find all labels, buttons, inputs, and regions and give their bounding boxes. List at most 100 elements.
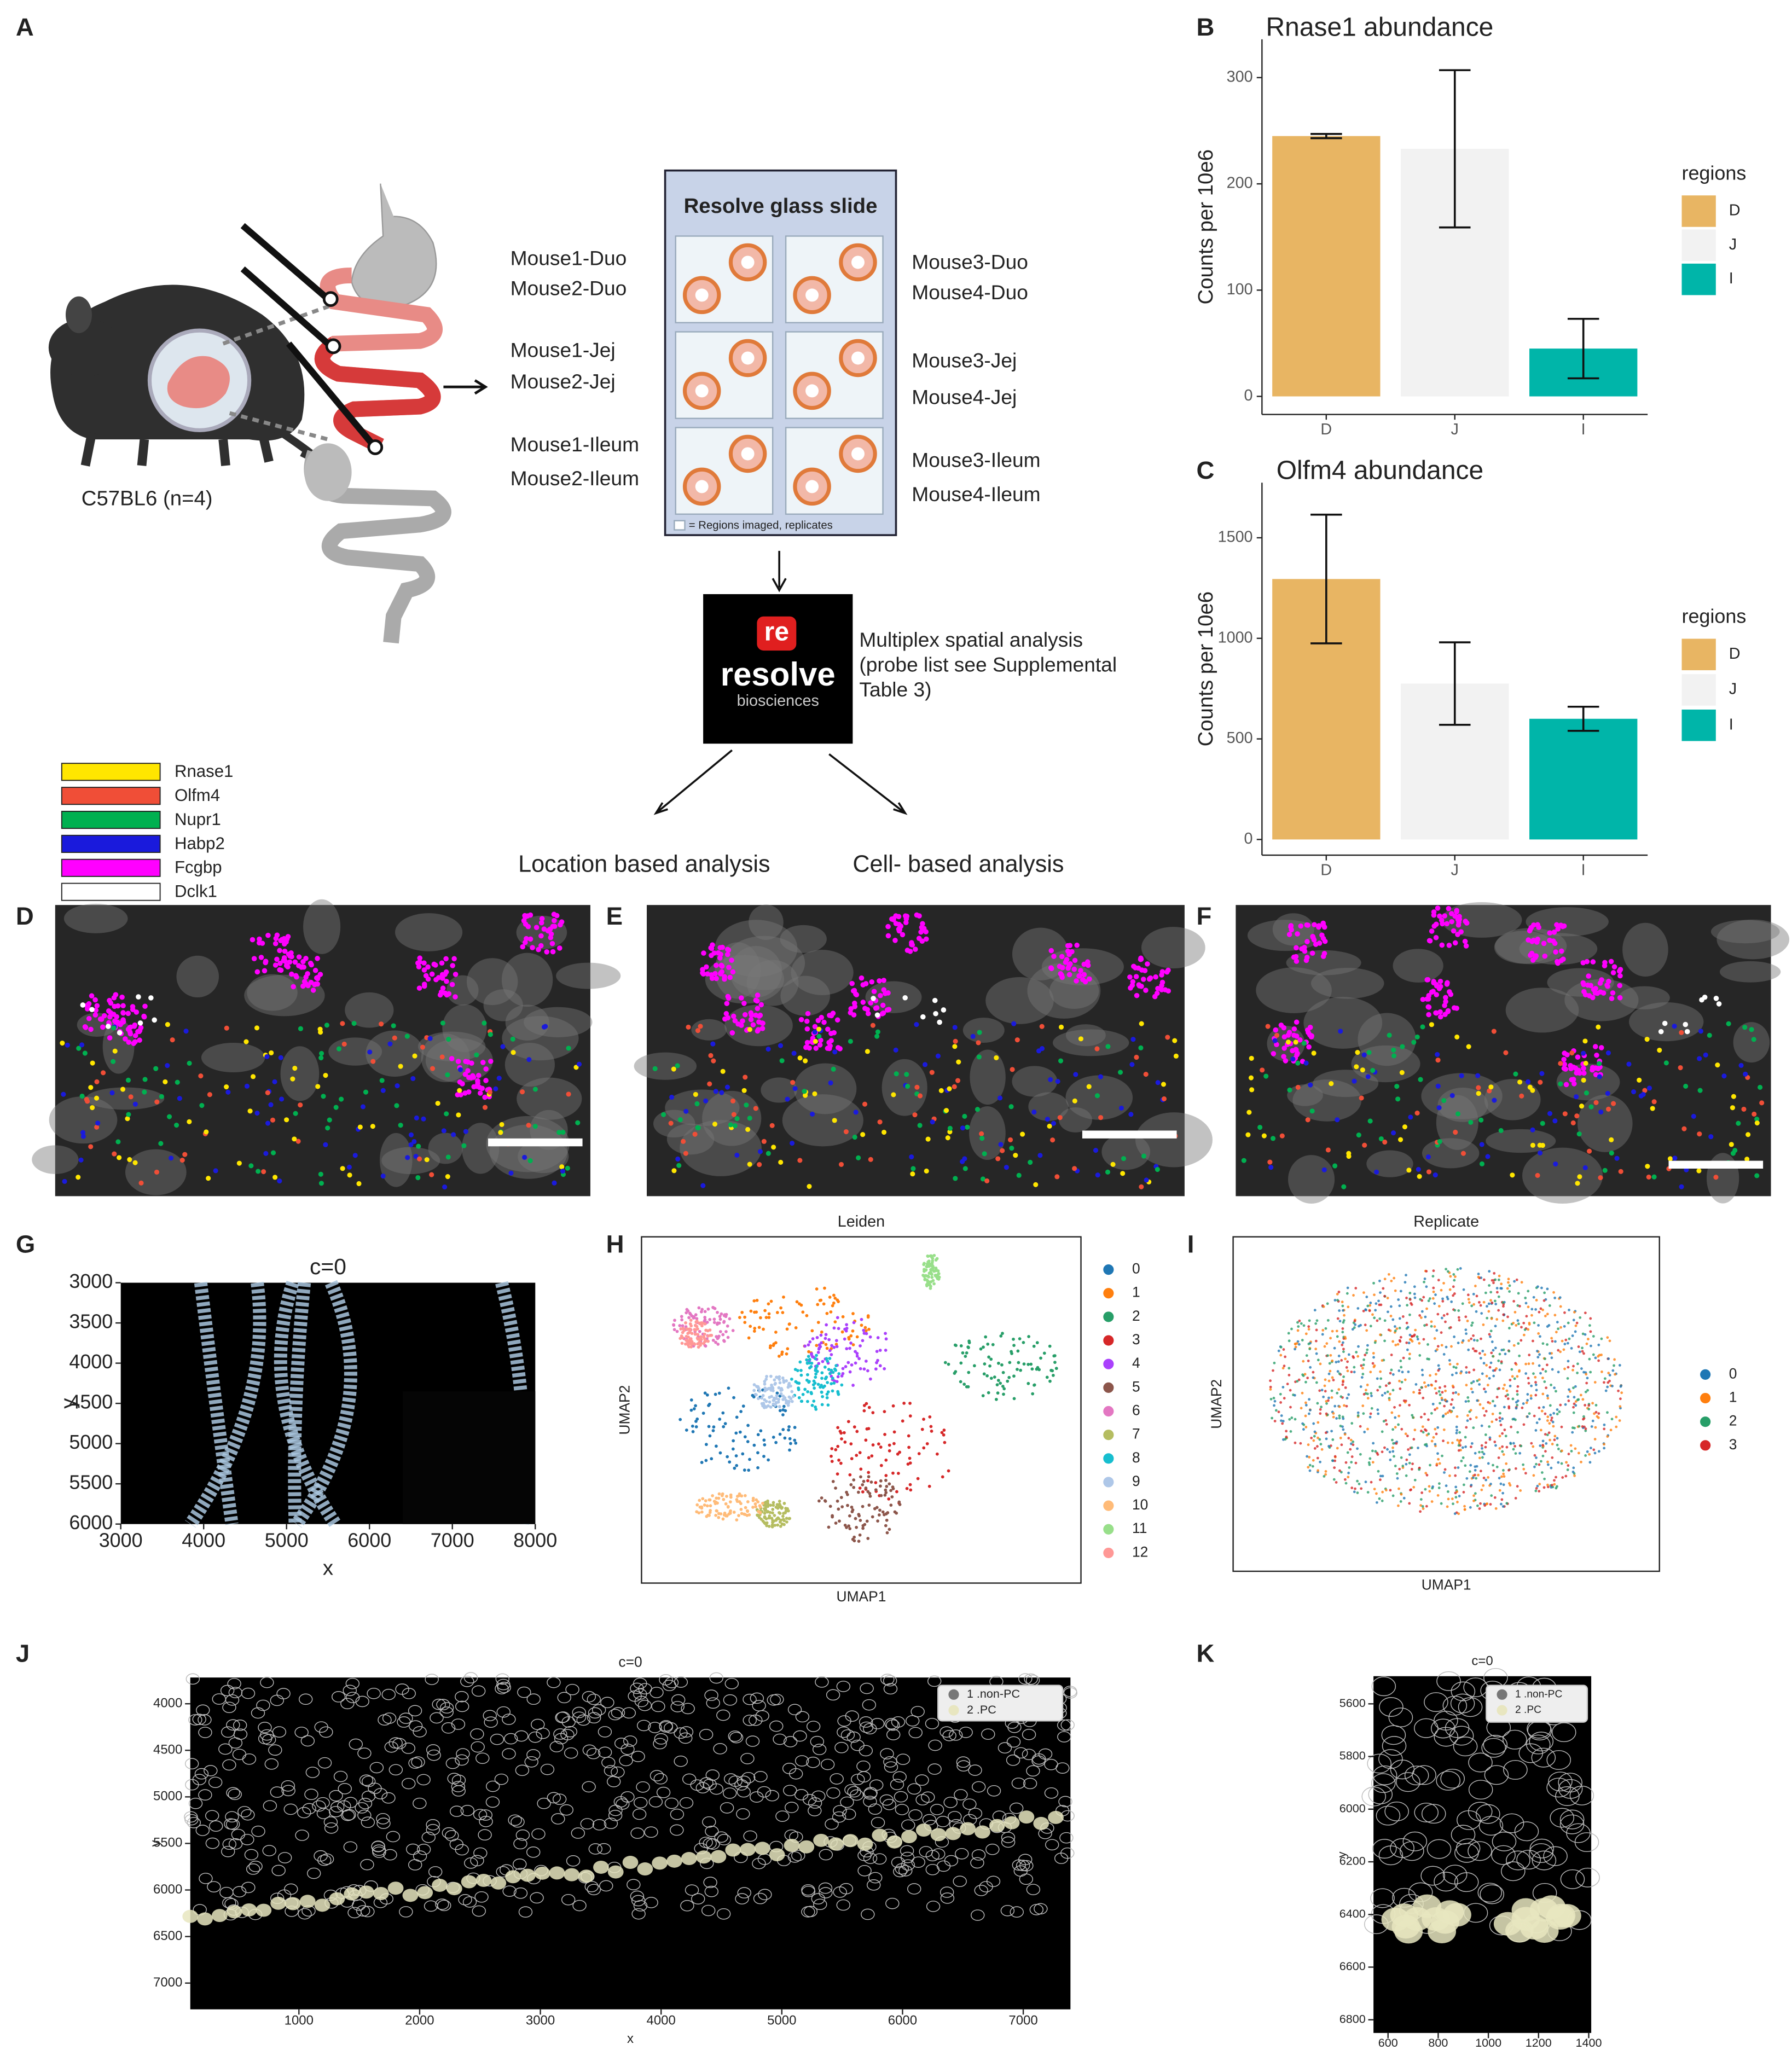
cell-dot <box>1344 1461 1348 1464</box>
cell-dot <box>1566 1377 1569 1380</box>
cell-dot <box>1434 1443 1437 1446</box>
cell-dot <box>1499 1424 1503 1426</box>
transcript-dot <box>1697 1088 1703 1093</box>
cell-dot <box>1366 1383 1369 1386</box>
cell-dot <box>1308 1412 1310 1415</box>
cell-dot <box>1524 1302 1528 1305</box>
cell-dot <box>1491 1301 1494 1304</box>
cell-dot <box>861 1483 865 1486</box>
nucleus <box>793 1063 857 1114</box>
cell-dot <box>1410 1468 1413 1471</box>
cell-dot <box>1449 1275 1452 1278</box>
logo-mark: re <box>764 618 789 647</box>
cell-outline <box>378 1714 392 1726</box>
cell-dot <box>832 1345 836 1349</box>
cell-dot <box>1317 1421 1320 1424</box>
cell-dot <box>769 1374 773 1378</box>
cell-outline <box>470 1728 484 1740</box>
transcript-dot <box>740 1018 745 1024</box>
nucleus <box>483 989 523 1021</box>
transcript-dot <box>357 1124 363 1130</box>
cell-dot <box>743 1494 747 1497</box>
transcript-dot <box>457 1088 462 1093</box>
cell-dot <box>834 1364 838 1367</box>
cell-dot <box>884 1349 888 1352</box>
transcript-dot <box>415 1175 421 1181</box>
cell-dot <box>1437 1457 1440 1461</box>
cell-dot <box>1297 1325 1300 1328</box>
cell-dot <box>1399 1500 1402 1503</box>
cell-dot <box>1001 1385 1005 1388</box>
cell-dot <box>831 1370 835 1374</box>
transcript-dot <box>904 948 911 953</box>
cell-dot <box>1416 1335 1419 1338</box>
cell-dot <box>840 1437 843 1441</box>
cell-dot <box>1397 1298 1400 1301</box>
cell-outline <box>445 1757 460 1769</box>
cell-dot <box>1479 1470 1482 1473</box>
cell-outline <box>915 1794 930 1805</box>
cell-dot <box>1342 1428 1345 1431</box>
cell-dot <box>770 1517 774 1520</box>
cell-dot <box>1433 1302 1436 1305</box>
transcript-dot <box>1416 1166 1421 1172</box>
cell-dot <box>1480 1312 1483 1315</box>
cell-dot <box>1522 1321 1526 1325</box>
transcript-dot <box>526 1057 532 1062</box>
transcript-dot <box>1311 1050 1317 1056</box>
transcript-dot <box>1398 1137 1404 1142</box>
cell-dot <box>685 1334 688 1338</box>
transcript-dot <box>1295 1084 1301 1090</box>
cell-dot <box>1329 1369 1332 1373</box>
cell-outline <box>376 1813 390 1825</box>
cell-dot <box>1514 1452 1517 1455</box>
cell-dot <box>835 1380 839 1384</box>
cell-outline <box>359 1774 374 1786</box>
cell-dot <box>1571 1470 1575 1473</box>
transcript-dot <box>1590 1065 1596 1071</box>
cell-dot <box>1422 1507 1425 1510</box>
cell-dot <box>1369 1302 1372 1304</box>
cell-dot <box>711 1338 715 1342</box>
cell-dot <box>871 1443 875 1447</box>
tissue-band <box>288 1282 311 1524</box>
cell-dot <box>1516 1393 1519 1396</box>
chart-title: Olfm4 abundance <box>1277 456 1483 485</box>
cell-dot <box>1495 1318 1499 1321</box>
cell-dot <box>703 1339 707 1343</box>
cell-dot <box>1502 1453 1505 1456</box>
cell-dot <box>846 1420 850 1424</box>
cell-dot <box>776 1523 780 1527</box>
cell-outline <box>329 1790 343 1802</box>
cell-outline <box>836 1681 851 1692</box>
cell-dot <box>1017 1361 1020 1364</box>
cell-dot <box>947 1362 950 1366</box>
chart-title: c=0 <box>310 1254 346 1279</box>
cell-dot <box>1402 1496 1406 1500</box>
cell-dot <box>737 1514 740 1517</box>
transcript-dot <box>1462 938 1468 944</box>
transcript-dot <box>480 1060 486 1065</box>
cell-dot <box>1408 1403 1411 1407</box>
cell-dot <box>996 1391 1000 1395</box>
cell-dot <box>1458 1319 1461 1322</box>
transcript-dot <box>995 1156 1001 1162</box>
cell-dot <box>1448 1474 1451 1477</box>
cell-outline <box>604 1765 618 1776</box>
cell-outline <box>883 1683 898 1695</box>
cell-dot <box>1315 1319 1319 1322</box>
cell-dot <box>1569 1444 1573 1447</box>
transcript-dot <box>930 1119 935 1125</box>
transcript-dot <box>1356 1133 1361 1138</box>
transcript-dot <box>757 1012 763 1018</box>
transcript-dot <box>1441 1097 1447 1104</box>
transcript-dot <box>730 969 736 975</box>
cell-dot <box>898 1450 902 1454</box>
transcript-dot <box>1437 978 1443 984</box>
transcript-dot <box>1640 1091 1646 1097</box>
transcript-dot <box>474 1083 479 1089</box>
tissue-lumen <box>741 351 755 365</box>
transcript-dot <box>1058 1024 1064 1030</box>
cell-dot <box>1480 1444 1483 1447</box>
transcript-dot <box>550 949 556 955</box>
